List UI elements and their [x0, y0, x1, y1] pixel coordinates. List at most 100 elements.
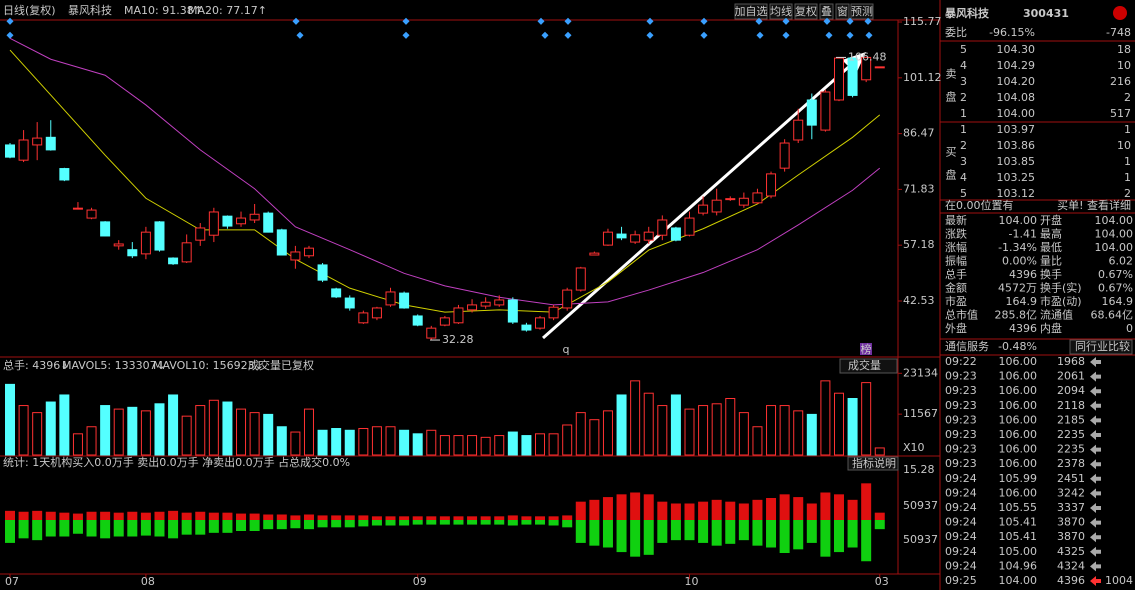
sell-bar [140, 520, 151, 536]
book-level: 2 [960, 91, 967, 104]
volume-bar [195, 405, 206, 456]
event-icon[interactable] [564, 17, 572, 25]
stats-button-label[interactable]: 指标说明 [852, 456, 896, 470]
event-icon[interactable] [825, 31, 833, 39]
event-icon[interactable] [865, 31, 873, 39]
buy-bar [208, 512, 219, 520]
candle-body [793, 119, 804, 141]
sell-bar [684, 520, 695, 541]
candle-body [820, 91, 831, 131]
tick-price: 106.00 [999, 399, 1038, 412]
toolbar-button-label[interactable]: 均线 [770, 4, 792, 18]
event-icon[interactable] [700, 31, 708, 39]
buy-bar [168, 510, 179, 520]
buy-bar [18, 511, 29, 520]
buy-bar [833, 494, 844, 520]
event-icon[interactable] [846, 31, 854, 39]
event-icon[interactable] [846, 17, 854, 25]
event-icon[interactable] [537, 17, 545, 25]
volume-bar [168, 394, 179, 456]
volume-bar [154, 403, 165, 456]
stock-title: 暴风科技 [944, 6, 990, 20]
x-tick-label: 10 [685, 575, 699, 588]
event-icon[interactable] [700, 17, 708, 25]
toolbar-button[interactable] [794, 3, 818, 20]
event-icon[interactable] [541, 31, 549, 39]
buy-bar [263, 514, 274, 520]
candle-body [140, 231, 151, 255]
candle-body [453, 307, 464, 324]
candle-body [290, 251, 301, 261]
toolbar-button[interactable] [835, 3, 850, 20]
tick-arrow [1090, 546, 1101, 557]
toolbar-button-label[interactable]: 叠 [821, 5, 832, 18]
industry-button-label[interactable]: 同行业比较 [1075, 339, 1130, 353]
tick-arrow [1090, 444, 1101, 455]
marker-box[interactable] [860, 343, 872, 355]
event-icon[interactable] [402, 17, 410, 25]
volume-bar [738, 412, 749, 456]
event-icon[interactable] [402, 31, 410, 39]
buy-bar [548, 516, 559, 520]
buy-bar [100, 511, 111, 520]
candle-body [847, 57, 858, 96]
event-icon[interactable] [292, 17, 300, 25]
toolbar-button[interactable] [734, 3, 768, 20]
tick-price: 105.00 [999, 545, 1038, 558]
volume-total: 总手: 4396↓ [3, 358, 69, 372]
event-icon[interactable] [823, 17, 831, 25]
candle-body [657, 219, 668, 236]
candle-body [711, 199, 722, 213]
ma10-line [9, 49, 881, 313]
event-icon[interactable] [564, 31, 572, 39]
event-icon[interactable] [755, 17, 763, 25]
event-icon[interactable] [782, 17, 790, 25]
quote-label: 外盘 [945, 321, 967, 335]
stats-axis-label: 50937 [903, 499, 938, 512]
volume-button[interactable] [839, 358, 898, 374]
event-icon[interactable] [646, 31, 654, 39]
low-label: 32.28 [442, 333, 474, 346]
toolbar-button-label[interactable]: 加自选 [735, 5, 768, 18]
event-icon[interactable] [296, 31, 304, 39]
sell-bar [59, 520, 70, 537]
tick-time: 09:22 [945, 355, 977, 368]
buy-bar [861, 483, 872, 520]
buy-bar [236, 513, 247, 520]
mavol10: MAVOL10: 156923↓ [153, 359, 264, 372]
event-icon[interactable] [646, 17, 654, 25]
sell-bar [820, 520, 831, 557]
sell-bar [263, 520, 274, 530]
sell-bar [535, 520, 546, 525]
toolbar-button-label[interactable]: 窗 [837, 4, 848, 18]
event-icon[interactable] [864, 17, 872, 25]
event-icon[interactable] [756, 31, 764, 39]
marker[interactable]: 榜 [861, 342, 872, 356]
book-level: 3 [960, 155, 967, 168]
toolbar-button[interactable] [769, 3, 793, 20]
y-tick-label: 23134 [903, 366, 938, 379]
sell-bar [290, 520, 301, 529]
candle-body [861, 56, 872, 81]
industry-button[interactable] [1069, 339, 1133, 355]
volume-bar [453, 435, 464, 456]
candle-body [45, 136, 56, 151]
stats-button[interactable] [847, 456, 899, 471]
sell-bar [833, 520, 844, 553]
buy-label: 买盘 [944, 146, 957, 192]
volume-bar [643, 392, 654, 456]
event-icon[interactable] [782, 31, 790, 39]
volume-button-label[interactable]: 成交量 [848, 358, 881, 372]
toolbar-button[interactable] [850, 3, 874, 20]
volume-bar [100, 405, 111, 456]
buy-bar [738, 503, 749, 520]
sell-bar [32, 520, 43, 541]
sell-bar [752, 520, 763, 546]
buy-bar [249, 513, 260, 520]
toolbar-button-label[interactable]: 复权 [795, 4, 817, 18]
y-tick-label: 71.83 [903, 182, 935, 195]
status-link[interactable]: 买单! 查看详细 [1057, 198, 1131, 212]
sell-bar [426, 520, 437, 525]
toolbar-button-label[interactable]: 预测 [851, 5, 873, 18]
